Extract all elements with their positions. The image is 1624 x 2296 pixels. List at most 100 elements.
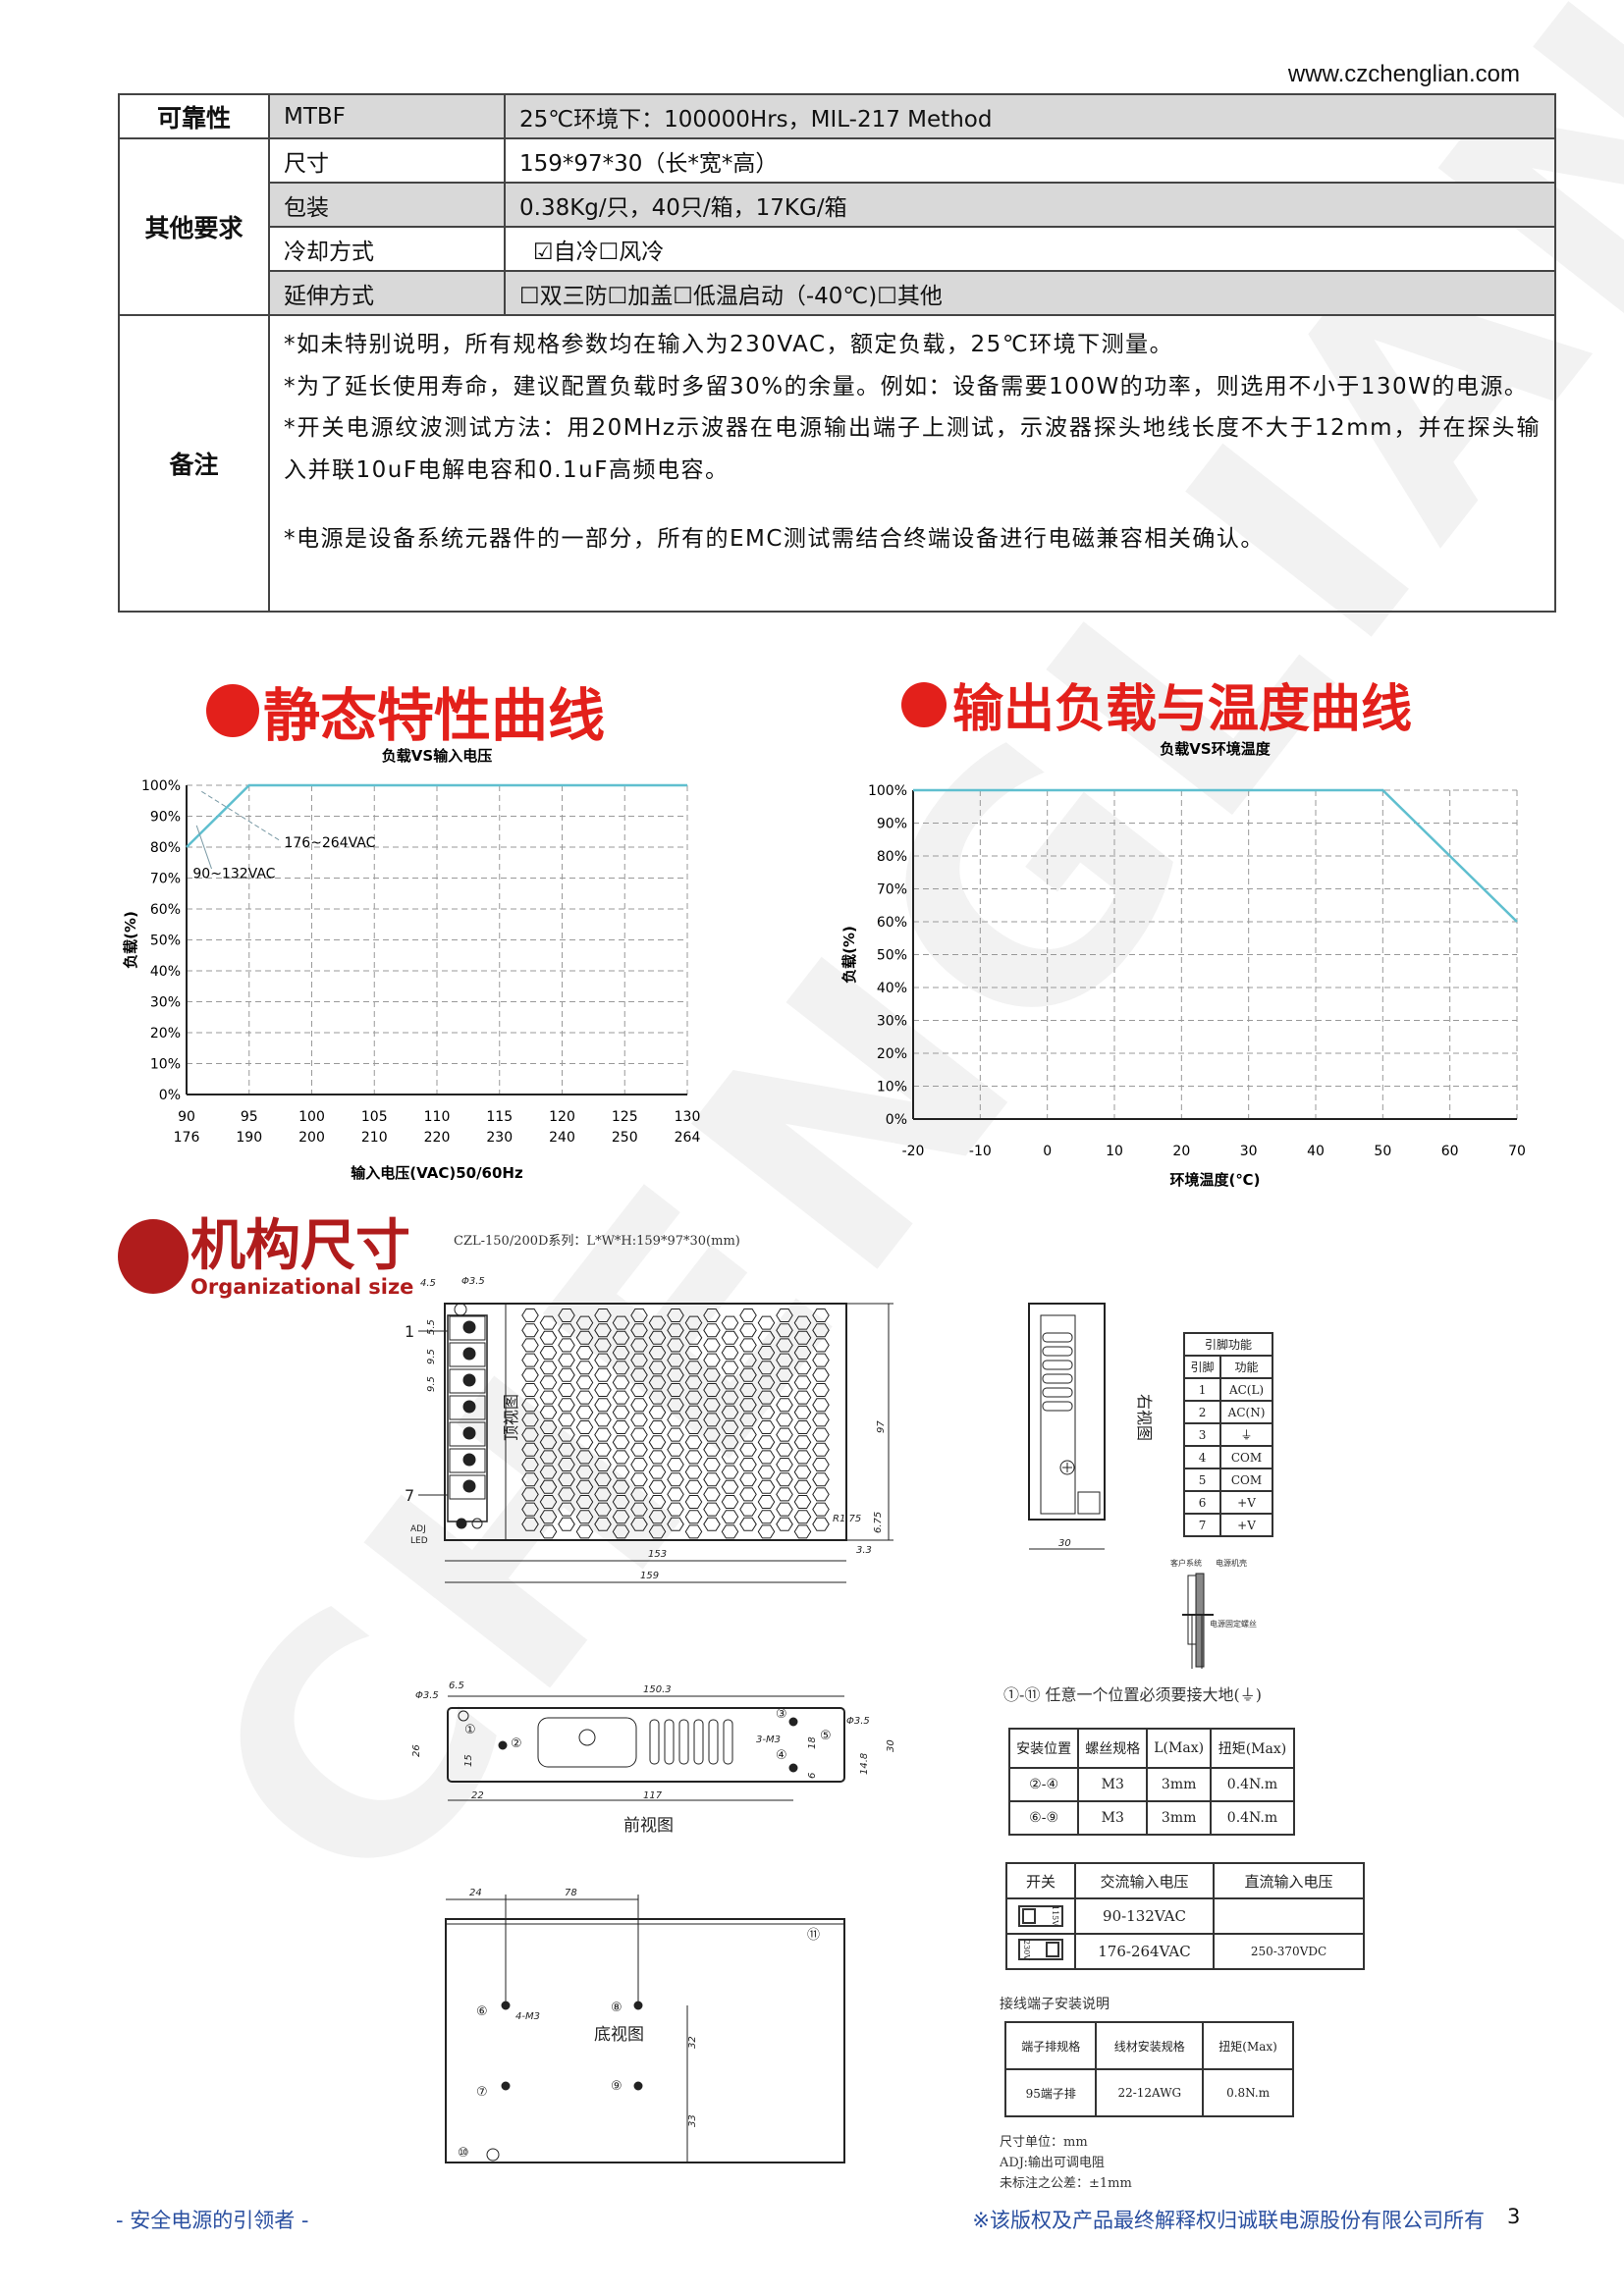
x-secondary-tick-label: 200	[298, 1130, 325, 1146]
vent-hole	[667, 1353, 684, 1367]
vent-hole	[757, 1390, 776, 1405]
cell: +V	[1219, 1513, 1273, 1537]
cell: +V	[1219, 1490, 1273, 1515]
terminal-screw-icon	[462, 1426, 476, 1440]
vent-hole	[812, 1367, 830, 1382]
vent-hole	[703, 1502, 721, 1517]
mark-label: ⑧	[611, 2001, 623, 2015]
vent-hole	[667, 1413, 684, 1427]
vent-hole	[776, 1398, 793, 1413]
vent-hole	[793, 1405, 812, 1419]
terminal-block	[449, 1395, 486, 1420]
vent-hole	[793, 1435, 812, 1450]
vent-hole	[612, 1346, 630, 1360]
y-tick-label: 0%	[159, 1088, 181, 1103]
vent-hole	[757, 1465, 776, 1479]
vent-hole	[630, 1353, 648, 1367]
x-tick-label: 40	[1307, 1144, 1325, 1159]
y-tick-label: 70%	[150, 872, 181, 887]
vent-hole	[812, 1458, 830, 1471]
terminal-block	[449, 1448, 486, 1473]
spec-value: ☑自冷☐风冷	[504, 226, 1556, 272]
bullet-dot-icon	[206, 684, 259, 737]
vent-hole	[684, 1524, 703, 1539]
vent-hole	[521, 1308, 539, 1322]
y-tick-label: 30%	[877, 1014, 907, 1030]
vent-hole	[721, 1465, 739, 1479]
vent-hole	[612, 1479, 630, 1494]
dim-label: Φ3.5	[461, 1276, 485, 1287]
vent-slot	[649, 1719, 660, 1765]
y-tick-label: 80%	[150, 840, 181, 856]
vent-hole	[648, 1495, 667, 1509]
led-label: LED	[410, 1536, 428, 1546]
vent-hole	[684, 1510, 703, 1524]
mark-label: ①	[464, 1723, 476, 1737]
vent-hole	[739, 1398, 757, 1413]
heading-static-curve: 静态特性曲线	[206, 669, 605, 752]
cell: 0.8N.m	[1202, 2068, 1294, 2117]
vent-hole	[703, 1308, 721, 1322]
vent-hole	[793, 1420, 812, 1434]
x-secondary-tick-label: 264	[675, 1130, 701, 1146]
vent-slot	[723, 1719, 733, 1765]
page-number: 3	[1507, 2205, 1521, 2228]
bottom-view-drawing: 24 78 4-M3 32 33 ⑥ ⑦ ⑧ ⑨ ⑩ ⑪ 底视图	[445, 1888, 845, 2163]
spec-item: 延伸方式	[268, 270, 506, 316]
mark-label: ⑦	[476, 2085, 488, 2100]
right-view-drawing: 30 右视图	[1028, 1303, 1154, 1550]
row-header: 其他要求	[118, 137, 270, 316]
annotation-label: 176~264VAC	[284, 835, 375, 851]
vent-hole	[721, 1390, 739, 1405]
spec-row-cooling: 冷却方式 ☑自冷☐风冷	[119, 226, 1556, 272]
adj-label: ADJ	[410, 1524, 426, 1534]
vent-hole	[648, 1465, 667, 1479]
vent-slot	[693, 1719, 704, 1765]
column-header: 螺丝规格	[1077, 1728, 1149, 1769]
vent-hole	[812, 1308, 830, 1322]
vent-hole	[667, 1427, 684, 1442]
y-tick-label: 80%	[877, 849, 907, 865]
vent-hole	[721, 1495, 739, 1509]
series-line	[913, 788, 1518, 923]
vent-hole	[630, 1413, 648, 1427]
y-tick-label: 90%	[877, 817, 907, 832]
dim-label: 159	[640, 1571, 659, 1581]
x-tick-label: 70	[1508, 1144, 1526, 1159]
vent-slot	[1042, 1360, 1073, 1370]
vent-hole	[776, 1338, 793, 1353]
y-tick-label: 0%	[886, 1112, 907, 1128]
vent-hole	[776, 1458, 793, 1471]
cell: AC(L)	[1219, 1377, 1273, 1402]
vent-hole	[667, 1472, 684, 1487]
front-view-drawing: 6.5 150.3 Φ3.5 26 15 22 117 3-M3 18 6 Φ3…	[411, 1681, 896, 1836]
dim-label: 3.3	[856, 1545, 872, 1556]
x-axis-label: 输入电压(VAC)50/60Hz	[351, 1164, 523, 1182]
y-tick-label: 100%	[141, 778, 181, 794]
vent-hole	[703, 1353, 721, 1367]
vent-hole	[757, 1450, 776, 1465]
vent-hole	[521, 1442, 539, 1457]
vent-hole	[539, 1346, 558, 1360]
spec-item: 冷却方式	[268, 226, 506, 272]
vent-hole	[793, 1450, 812, 1465]
heading-subtext: Organizational size	[190, 1275, 414, 1299]
vent-hole	[630, 1502, 648, 1517]
vent-hole	[776, 1367, 793, 1382]
x-secondary-tick-label: 230	[486, 1130, 513, 1146]
vent-hole	[776, 1502, 793, 1517]
vent-hole	[776, 1517, 793, 1531]
cell: 90-132VAC	[1074, 1897, 1215, 1935]
heading-mechanical: 机构尺寸 Organizational size	[118, 1217, 413, 1298]
terminal-block	[449, 1421, 486, 1447]
cell: ②-④	[1007, 1767, 1080, 1802]
vent-hole	[684, 1435, 703, 1450]
vent-hole	[575, 1346, 594, 1360]
table-row: 2 AC(N)	[1182, 1400, 1273, 1424]
vent-hole	[739, 1367, 757, 1382]
vent-hole	[648, 1405, 667, 1419]
column-header: 功能	[1219, 1355, 1273, 1379]
vent-hole	[558, 1383, 575, 1397]
vent-hole	[721, 1510, 739, 1524]
vent-hole	[521, 1517, 539, 1531]
